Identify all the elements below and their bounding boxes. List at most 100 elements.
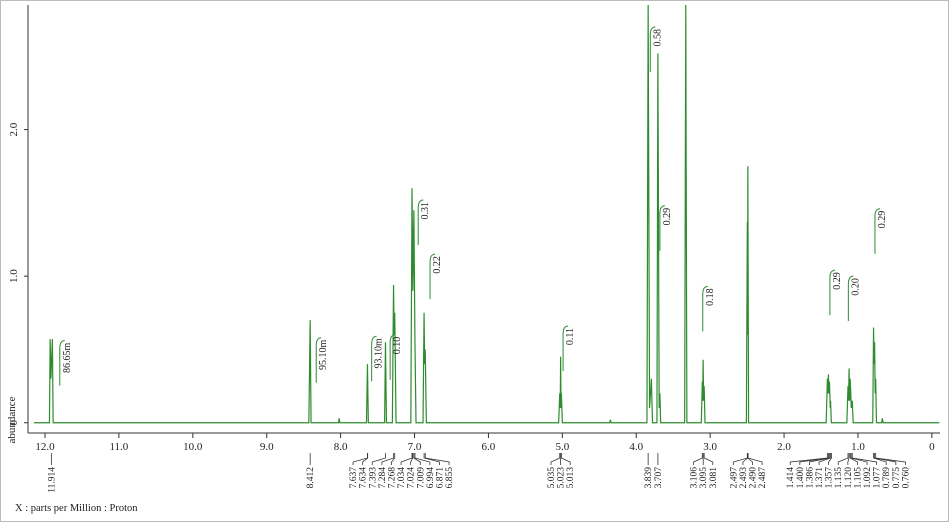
peak-leader — [847, 453, 850, 465]
x-tick-label: 9.0 — [260, 441, 274, 453]
peak-leader — [371, 453, 386, 465]
y-tick-label: 0 — [8, 419, 20, 425]
peak-label: 2.490 — [749, 467, 759, 489]
peak-label: 7.034 — [397, 467, 407, 489]
peak-leader — [809, 453, 830, 465]
integral-label: 0.29 — [662, 208, 673, 226]
x-tick-label: 11.0 — [109, 441, 128, 453]
integral-label: 93.10m — [374, 338, 385, 369]
peak-label: 0.789 — [882, 467, 892, 489]
peak-leader — [747, 453, 763, 465]
peak-label: 7.393 — [368, 467, 378, 489]
peak-leader — [875, 453, 906, 465]
integral-curve — [659, 205, 665, 251]
peak-leader — [423, 453, 440, 465]
x-tick-label: 5.0 — [555, 441, 569, 453]
peak-leader — [410, 453, 414, 465]
peak-label: 1.386 — [805, 467, 815, 489]
peak-label: 2.493 — [739, 467, 749, 489]
integral-label: 86.65m — [62, 342, 73, 373]
peak-leader — [799, 453, 829, 465]
x-axis-title: X : parts per Million : Proton — [15, 503, 138, 514]
x-tick-label: 10.0 — [183, 441, 203, 453]
integral-curve — [829, 269, 835, 316]
peak-label: 1.371 — [815, 467, 825, 489]
peak-label: 0.760 — [901, 467, 911, 489]
plot-area — [33, 5, 940, 424]
peak-leader — [837, 453, 849, 465]
peak-leader — [414, 453, 431, 465]
peak-label: 11.914 — [47, 467, 57, 493]
peak-label: 3.095 — [699, 467, 709, 489]
integral-curve — [649, 26, 656, 72]
peak-label: 5.035 — [547, 467, 557, 489]
peak-label: 1.092 — [863, 467, 873, 489]
peak-leader — [874, 453, 897, 465]
integral-curve — [562, 325, 569, 371]
integral-curve — [389, 334, 396, 380]
peak-label: 7.024 — [407, 467, 417, 489]
integral-curve — [429, 253, 436, 300]
x-tick-label: 1.0 — [851, 441, 865, 453]
peak-label: 1.357 — [825, 467, 835, 489]
peak-leader — [381, 453, 394, 465]
peak-leader — [693, 453, 703, 465]
x-tick-label: 7.0 — [408, 441, 422, 453]
peak-leader — [789, 453, 828, 465]
peak-leader — [400, 453, 413, 465]
peak-leader — [849, 453, 858, 465]
integral-curve — [847, 275, 854, 322]
x-tick-label: 6.0 — [482, 441, 496, 453]
integral-curve — [371, 335, 377, 382]
peak-leader — [850, 453, 868, 465]
peak-label: 1.135 — [834, 467, 844, 489]
integral-label: 0.18 — [705, 288, 716, 306]
integral-label: 0.58 — [652, 29, 663, 47]
peak-label: 3.839 — [644, 467, 654, 489]
y-axis-title: abundance — [6, 396, 18, 443]
x-tick-label: 4.0 — [629, 441, 643, 453]
spectrum-line — [33, 5, 940, 424]
peak-label: 7.009 — [416, 467, 426, 489]
peak-label: 1.105 — [853, 467, 863, 489]
x-tick-label: 3.0 — [703, 441, 717, 453]
peak-label: 6.994 — [426, 467, 436, 489]
peak-label: 0.775 — [892, 467, 902, 489]
integral-label: 0.29 — [877, 211, 888, 229]
integral-label: 0.11 — [565, 328, 576, 345]
peak-label: 3.106 — [690, 467, 700, 489]
peak-label: 1.414 — [786, 467, 796, 489]
peak-label: 7.268 — [387, 467, 397, 489]
integral-curve — [702, 285, 708, 332]
integral-label: 0.22 — [432, 256, 443, 274]
peak-leader — [413, 453, 421, 465]
peak-label: 1.077 — [873, 467, 883, 489]
peak-label: 7.637 — [349, 467, 359, 489]
peak-leader — [391, 453, 396, 465]
peak-label: 8.412 — [306, 467, 316, 489]
integral-label: 95.10m — [318, 340, 329, 371]
y-tick-label: 1.0 — [8, 269, 20, 283]
integral-label: 0.10 — [392, 337, 403, 355]
peak-label: 6.855 — [445, 467, 455, 489]
x-tick-label: 12.0 — [35, 441, 55, 453]
peak-label: 3.707 — [654, 467, 664, 489]
integral-curve — [315, 337, 322, 383]
peak-leader — [560, 453, 571, 465]
peak-label: 1.120 — [844, 467, 854, 489]
peak-label: 7.284 — [378, 467, 388, 489]
peak-leader — [362, 453, 369, 465]
peak-label: 5.013 — [566, 467, 576, 489]
peak-leader — [851, 453, 878, 465]
peak-leader — [424, 453, 450, 465]
peak-label: 5.023 — [557, 467, 567, 489]
integral-curve — [59, 340, 65, 386]
peak-label: 1.400 — [796, 467, 806, 489]
integral-curve — [417, 199, 424, 245]
peak-label: 2.497 — [729, 467, 739, 489]
x-tick-label: 0 — [929, 441, 935, 453]
peak-leader — [828, 453, 832, 465]
integral-curve — [874, 208, 881, 254]
